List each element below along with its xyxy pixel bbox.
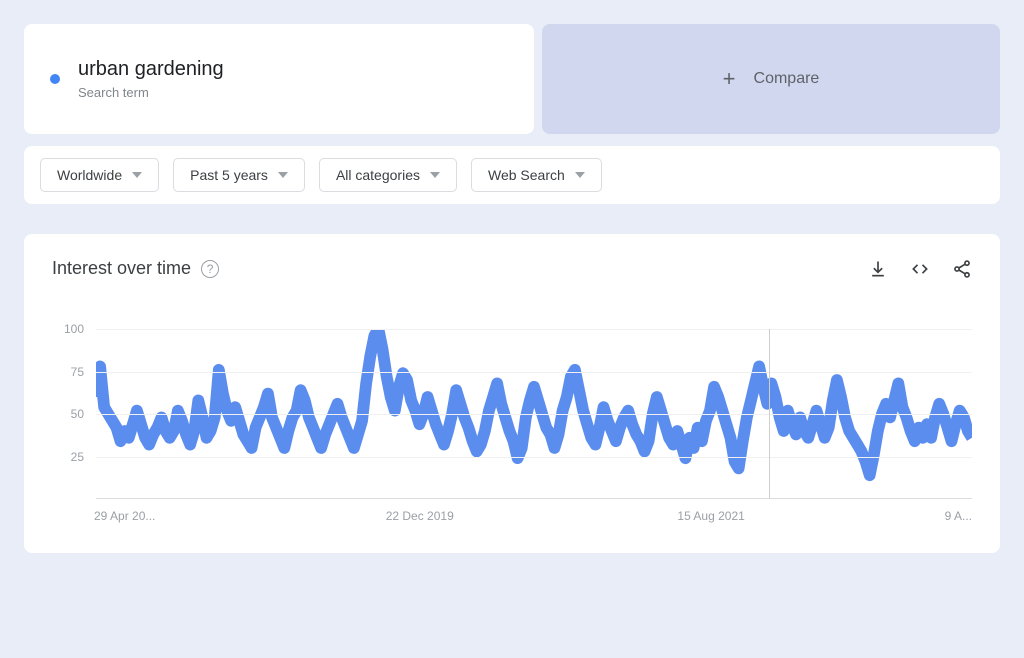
- plus-icon: +: [723, 66, 736, 92]
- chevron-down-icon: [430, 172, 440, 178]
- filter-region-label: Worldwide: [57, 167, 122, 183]
- filter-category-label: All categories: [336, 167, 420, 183]
- chevron-down-icon: [575, 172, 585, 178]
- chevron-down-icon: [278, 172, 288, 178]
- search-term-title: urban gardening: [78, 58, 224, 81]
- share-icon[interactable]: [952, 259, 972, 279]
- filter-time[interactable]: Past 5 years: [173, 158, 305, 192]
- help-icon[interactable]: ?: [201, 260, 219, 278]
- chart-title: Interest over time: [52, 258, 191, 279]
- filters-bar: Worldwide Past 5 years All categories We…: [24, 146, 1000, 204]
- filter-search-type-label: Web Search: [488, 167, 565, 183]
- filter-category[interactable]: All categories: [319, 158, 457, 192]
- compare-label: Compare: [754, 70, 820, 88]
- series-color-dot: [50, 74, 60, 84]
- filter-time-label: Past 5 years: [190, 167, 268, 183]
- chevron-down-icon: [132, 172, 142, 178]
- interest-chart-card: Interest over time ? 255075100 29 Apr 20…: [24, 234, 1000, 553]
- chart-plot-area: [96, 329, 972, 499]
- embed-icon[interactable]: [910, 259, 930, 279]
- y-axis-labels: 255075100: [52, 329, 92, 499]
- filter-search-type[interactable]: Web Search: [471, 158, 602, 192]
- search-term-subtitle: Search term: [78, 85, 224, 100]
- download-icon[interactable]: [868, 259, 888, 279]
- filter-region[interactable]: Worldwide: [40, 158, 159, 192]
- interest-chart: 255075100 29 Apr 20...22 Dec 201915 Aug …: [52, 329, 972, 529]
- compare-button[interactable]: + Compare: [542, 24, 1000, 134]
- search-term-card[interactable]: urban gardening Search term: [24, 24, 534, 134]
